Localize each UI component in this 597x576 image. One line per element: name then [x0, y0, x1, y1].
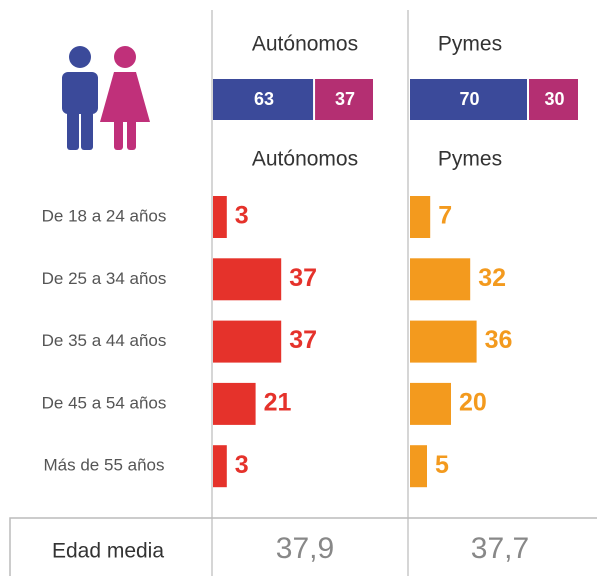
age-bar [410, 445, 427, 488]
share-segment [213, 79, 314, 120]
age-value: 32 [478, 264, 506, 292]
man-icon [62, 46, 98, 150]
share-label: 63 [254, 89, 274, 109]
category-label: De 45 a 54 años [42, 393, 167, 412]
age-bar [213, 196, 227, 238]
woman-icon [100, 46, 150, 150]
share-segment [529, 79, 578, 120]
age-value: 36 [485, 326, 513, 354]
share-label: 70 [459, 89, 479, 109]
category-label: Más de 55 años [44, 456, 165, 475]
column-header: Pymes [438, 33, 502, 56]
share-segment [410, 79, 527, 120]
share-label: 37 [335, 89, 355, 109]
age-bar [410, 258, 471, 301]
age-bar [410, 196, 431, 238]
age-value: 21 [264, 389, 292, 417]
age-value: 37 [289, 326, 317, 354]
category-label: De 35 a 44 años [42, 331, 167, 350]
age-value: 3 [235, 451, 249, 479]
category-label: De 18 a 24 años [42, 206, 167, 225]
age-value: 3 [235, 202, 249, 230]
average-box [9, 517, 597, 576]
age-value: 5 [435, 451, 449, 479]
category-label: De 25 a 34 años [42, 269, 167, 288]
age-bar [213, 382, 256, 425]
average-value: 37,9 [276, 532, 334, 565]
column-header: Autónomos [252, 33, 358, 56]
age-value: 7 [438, 202, 452, 230]
age-bar [410, 382, 451, 425]
age-value: 37 [289, 264, 317, 292]
column-header: Pymes [438, 148, 502, 171]
average-value: 37,7 [471, 532, 529, 565]
age-bar [213, 258, 282, 301]
column-header: Autónomos [252, 148, 358, 171]
age-value: 20 [459, 389, 487, 417]
average-label: Edad media [52, 540, 164, 563]
share-segment [315, 79, 373, 120]
age-bar [213, 445, 227, 488]
share-label: 30 [544, 89, 564, 109]
age-bar [410, 320, 477, 363]
age-bar [213, 320, 282, 363]
